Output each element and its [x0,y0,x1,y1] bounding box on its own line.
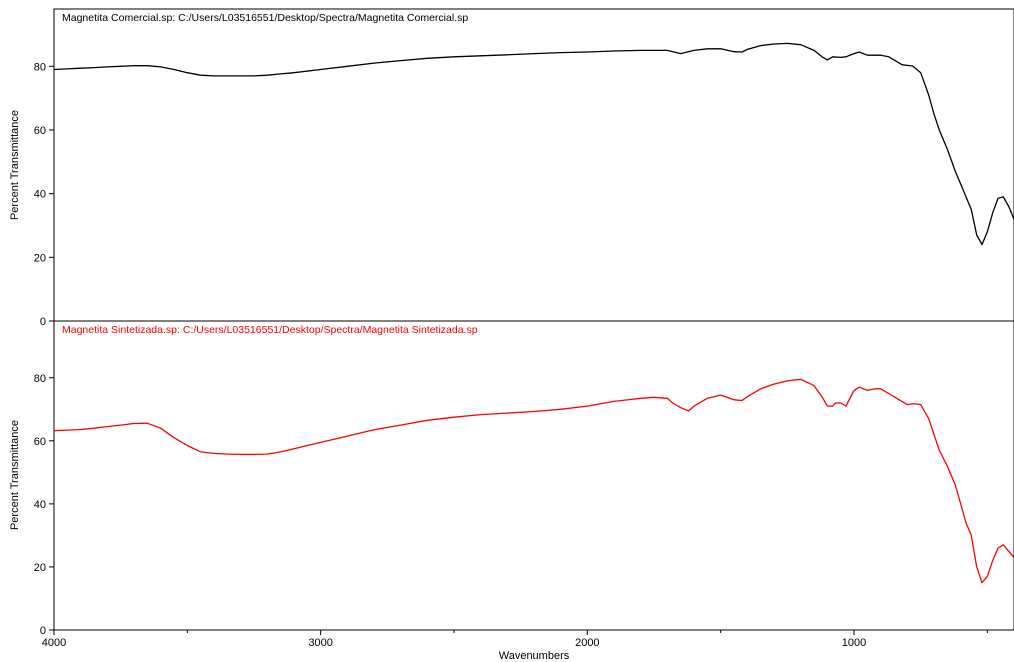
x-tick-label: 3000 [308,637,332,649]
y-tick-label: 80 [34,373,46,385]
y-tick-label: 20 [34,562,46,574]
y-tick-label: 60 [34,125,46,137]
bottom-spectrum-panel: Magnetita Sintetizada.sp: C:/Users/L0351… [9,320,1014,637]
y-tick-label: 20 [34,252,46,264]
y-tick-label: 60 [34,436,46,448]
spectrum-title: Magnetita Comercial.sp: C:/Users/L035165… [62,12,468,24]
y-axis-label: Percent Transmittance [9,110,21,220]
x-axis: 4000 3000 2000 1000 [42,630,988,649]
plot-frame [53,8,1014,322]
y-tick-label: 80 [34,61,46,73]
x-tick-label: 4000 [42,637,66,649]
spectrum-title: Magnetita Sintetizada.sp: C:/Users/L0351… [62,324,478,336]
x-tick-label: 2000 [575,637,599,649]
y-tick-label: 40 [34,189,46,201]
y-axis-ticks: 0 20 40 60 80 [34,61,54,328]
y-tick-label: 40 [34,499,46,511]
y-tick-label: 0 [40,625,46,637]
spectrum-line [53,42,1014,246]
spectrum-line [53,378,1014,584]
x-axis-label: Wavenumbers [499,650,570,662]
y-axis-label: Percent Transmittance [9,420,21,530]
y-tick-label: 0 [40,316,46,328]
y-axis-ticks: 0 20 40 60 80 [34,373,54,637]
top-spectrum-panel: Magnetita Comercial.sp: C:/Users/L035165… [9,8,1014,328]
plot-frame [53,320,1014,631]
x-tick-label: 1000 [842,637,866,649]
